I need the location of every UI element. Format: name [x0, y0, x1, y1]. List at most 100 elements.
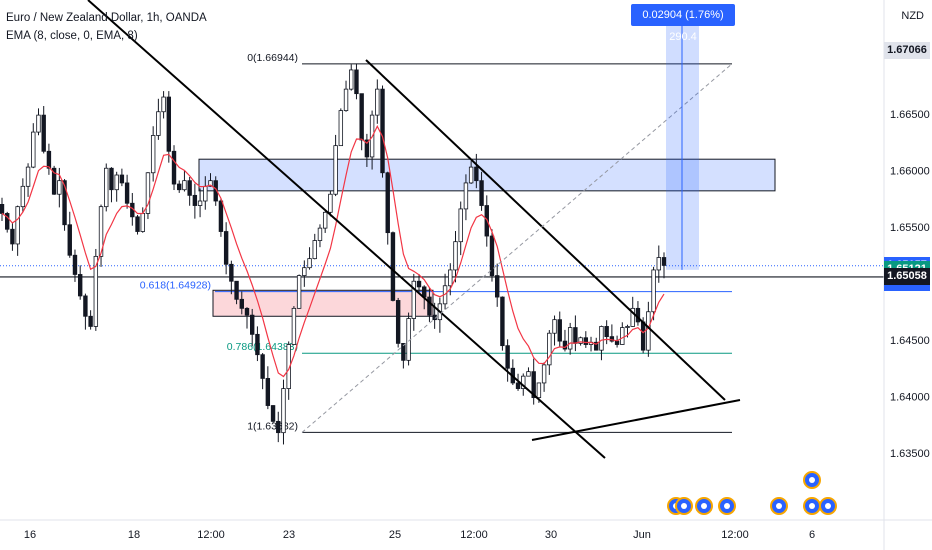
flag-icon: [724, 503, 730, 509]
candle-body: [223, 231, 229, 265]
candle-body: [161, 96, 166, 113]
candle-body: [171, 150, 177, 185]
candle-body: [98, 206, 104, 257]
candle-body: [411, 280, 416, 319]
candle-body: [36, 114, 41, 133]
candle-body: [625, 326, 630, 328]
candle-body: [453, 241, 458, 271]
candle-body: [661, 257, 667, 266]
fibonacci-retracement[interactable]: 0(1.66944)0.618(1.64928)0.786(1.64383)1(…: [0, 52, 884, 433]
candle-body: [646, 311, 651, 351]
candle-body: [77, 274, 83, 297]
flag-icon: [825, 503, 831, 509]
candle-body: [25, 166, 31, 187]
candle-body: [93, 255, 99, 327]
candle-body: [296, 275, 302, 309]
candle-body: [182, 180, 187, 191]
candle-body: [380, 88, 385, 174]
candle-body: [515, 382, 521, 389]
x-tick-label: 12:00: [197, 529, 225, 541]
candle-body: [41, 114, 46, 152]
candle-body: [630, 307, 635, 327]
fib-level-label: 0.786(1.64383): [227, 341, 298, 353]
candle-body: [307, 258, 312, 269]
measure-readout: 0.02904 (1.76%) 290.4: [631, 4, 735, 43]
candle-body: [557, 319, 562, 342]
fib-level-label: 0.618(1.64928): [140, 280, 211, 292]
candle-body: [500, 296, 505, 347]
candle-body: [192, 194, 198, 206]
flag-icon: [701, 503, 707, 509]
candle-body: [317, 227, 323, 241]
candle-body: [583, 337, 589, 345]
fib-level-label: 0(1.66944): [247, 52, 298, 64]
candle-body: [604, 326, 609, 338]
y-tick-label: 1.64000: [890, 392, 930, 404]
candle-body: [260, 354, 265, 379]
candle-body: [109, 167, 114, 191]
candle-body: [552, 319, 557, 334]
candle-body: [10, 228, 15, 245]
y-tick-label: 1.63500: [890, 448, 930, 460]
trendlines[interactable]: [87, 0, 741, 459]
event-icons[interactable]: [667, 471, 837, 515]
candle-body: [599, 326, 604, 351]
candle-body: [322, 211, 328, 229]
symbol-title[interactable]: Euro / New Zealand Dollar, 1h, OANDA: [6, 12, 207, 24]
candle-body: [531, 371, 536, 399]
candle-body: [62, 180, 67, 226]
candle-body: [208, 180, 213, 187]
x-tick-label: 12:00: [460, 529, 488, 541]
candle-body: [375, 88, 380, 116]
candle-body: [140, 213, 145, 232]
x-tick-label: 18: [128, 529, 140, 541]
price-tag: 1.65058: [884, 268, 930, 286]
candle-body: [124, 182, 130, 204]
candle-body: [281, 388, 286, 434]
indicator-legend[interactable]: EMA (8, close, 0, EMA, 8): [6, 30, 138, 42]
candle-body: [567, 327, 573, 350]
candle-body: [114, 174, 119, 191]
x-tick-label: 30: [545, 529, 557, 541]
flag-icon: [681, 503, 687, 509]
candle-body: [640, 321, 646, 351]
candle-body: [562, 340, 568, 350]
candle-body: [354, 69, 359, 95]
candle-body: [343, 88, 349, 112]
x-tick-label: Jun: [633, 529, 651, 541]
candle-body: [31, 131, 36, 168]
trendline-channel: [365, 59, 726, 401]
candle-body: [57, 180, 62, 195]
candle-body: [312, 240, 317, 260]
candle-body: [479, 180, 484, 206]
measure-tool[interactable]: [666, 26, 699, 270]
candle-body: [291, 307, 297, 345]
currency-label: NZD: [901, 10, 924, 22]
trendline-support: [531, 399, 741, 441]
candle-body: [338, 110, 344, 147]
candle-body: [197, 200, 203, 206]
candle-body: [547, 332, 552, 366]
x-tick-label: 12:00: [721, 529, 749, 541]
y-tick-label: 1.66500: [890, 109, 930, 121]
candle-body: [536, 382, 542, 399]
candle-body: [145, 172, 151, 214]
candle-body: [15, 206, 20, 245]
flag-icon: [776, 503, 782, 509]
candle-body: [463, 182, 469, 210]
candle-body: [51, 167, 57, 195]
candle-body: [505, 345, 510, 369]
ema-8-line: [1, 124, 665, 378]
candle-body: [494, 275, 500, 298]
candle-body: [349, 69, 354, 90]
candle-body: [250, 314, 255, 335]
candle-body: [67, 224, 72, 256]
y-tick-label: 1.66000: [890, 166, 930, 178]
candle-body: [104, 167, 109, 208]
candle-body: [265, 378, 271, 406]
candle-body: [651, 269, 656, 313]
candle-body: [0, 203, 5, 214]
candle-body: [526, 371, 531, 377]
